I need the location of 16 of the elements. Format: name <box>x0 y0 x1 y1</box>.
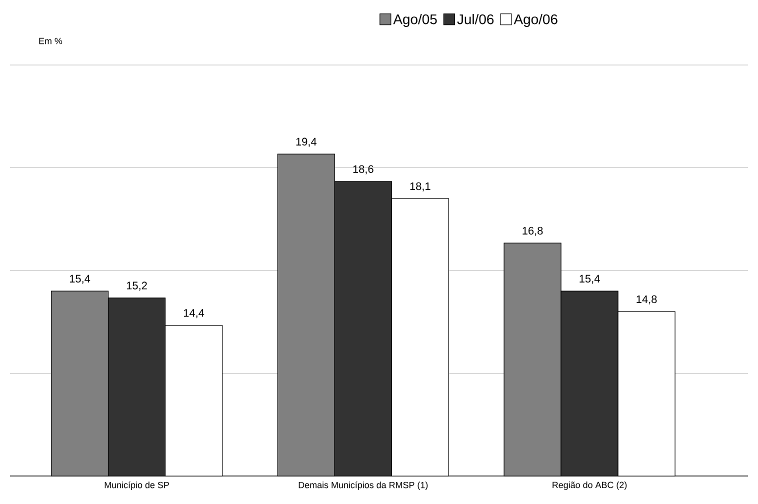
x-tick-label: Região do ABC (2) <box>552 482 627 490</box>
data-label: 14,4 <box>184 309 204 318</box>
data-label: 18,1 <box>410 182 430 192</box>
data-label: 15,4 <box>70 274 90 284</box>
data-label: 18,6 <box>353 165 374 174</box>
legend-label: Ago/05 <box>393 14 437 27</box>
data-label: 14,8 <box>636 295 657 304</box>
data-label: 15,2 <box>126 282 147 291</box>
data-label: 16,8 <box>522 226 543 236</box>
text: Em % <box>39 38 62 44</box>
x-tick-label: Município de SP <box>104 482 169 490</box>
legend-label: Jul/06 <box>457 14 494 24</box>
data-label: 15,4 <box>580 274 600 284</box>
data-label: 19,4 <box>296 138 316 147</box>
x-tick-label: Demais Municípios da RMSP (1) <box>298 482 428 490</box>
legend-label: Ago/06 <box>514 14 558 27</box>
